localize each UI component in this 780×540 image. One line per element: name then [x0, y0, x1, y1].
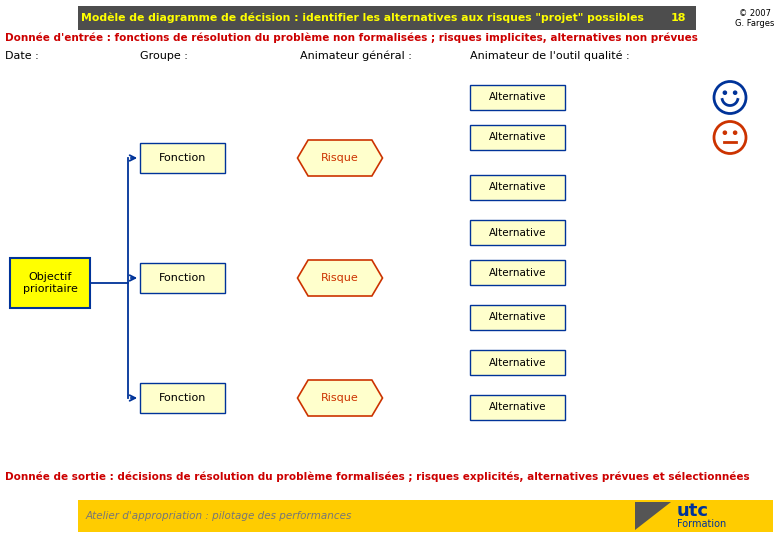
Text: Formation: Formation [677, 519, 726, 529]
Polygon shape [635, 502, 671, 530]
Text: Risque: Risque [321, 273, 359, 283]
FancyBboxPatch shape [140, 383, 225, 413]
Text: G. Farges: G. Farges [736, 18, 775, 28]
Text: Alternative: Alternative [489, 267, 546, 278]
FancyBboxPatch shape [10, 258, 90, 308]
Text: Fonction: Fonction [159, 153, 206, 163]
FancyBboxPatch shape [470, 350, 565, 375]
Polygon shape [297, 140, 382, 176]
Text: Animateur général :: Animateur général : [300, 51, 412, 61]
FancyBboxPatch shape [470, 395, 565, 420]
Text: utc: utc [677, 502, 709, 520]
Text: 18: 18 [670, 13, 686, 23]
Text: Alternative: Alternative [489, 357, 546, 368]
Text: Risque: Risque [321, 393, 359, 403]
Text: Fonction: Fonction [159, 393, 206, 403]
FancyBboxPatch shape [470, 220, 565, 245]
Text: Alternative: Alternative [489, 132, 546, 143]
Text: Alternative: Alternative [489, 227, 546, 238]
Text: Alternative: Alternative [489, 313, 546, 322]
FancyBboxPatch shape [140, 143, 225, 173]
Text: Date :: Date : [5, 51, 39, 61]
Text: Atelier d'appropriation : pilotage des performances: Atelier d'appropriation : pilotage des p… [86, 511, 353, 521]
FancyBboxPatch shape [470, 125, 565, 150]
Text: Alternative: Alternative [489, 183, 546, 192]
FancyBboxPatch shape [470, 305, 565, 330]
Text: Donnée de sortie : décisions de résolution du problème formalisées ; risques exp: Donnée de sortie : décisions de résoluti… [5, 472, 750, 482]
FancyBboxPatch shape [140, 263, 225, 293]
Text: Donnée d'entrée : fonctions de résolution du problème non formalisées ; risques : Donnée d'entrée : fonctions de résolutio… [5, 33, 698, 43]
Text: Alternative: Alternative [489, 92, 546, 103]
Circle shape [733, 91, 737, 94]
Text: Risque: Risque [321, 153, 359, 163]
Text: Groupe :: Groupe : [140, 51, 188, 61]
Polygon shape [297, 260, 382, 296]
Text: Fonction: Fonction [159, 273, 206, 283]
Text: © 2007: © 2007 [739, 9, 771, 17]
FancyBboxPatch shape [470, 260, 565, 285]
Text: Alternative: Alternative [489, 402, 546, 413]
Polygon shape [297, 380, 382, 416]
Text: Animateur de l'outil qualité :: Animateur de l'outil qualité : [470, 51, 629, 61]
Circle shape [723, 131, 726, 134]
FancyBboxPatch shape [470, 85, 565, 110]
FancyBboxPatch shape [633, 500, 773, 532]
FancyBboxPatch shape [78, 6, 696, 30]
Text: Objectif
prioritaire: Objectif prioritaire [23, 272, 77, 294]
Text: Modèle de diagramme de décision : identifier les alternatives aux risques "proje: Modèle de diagramme de décision : identi… [81, 13, 644, 23]
Circle shape [723, 91, 726, 94]
Circle shape [733, 131, 737, 134]
FancyBboxPatch shape [78, 500, 633, 532]
FancyBboxPatch shape [470, 175, 565, 200]
